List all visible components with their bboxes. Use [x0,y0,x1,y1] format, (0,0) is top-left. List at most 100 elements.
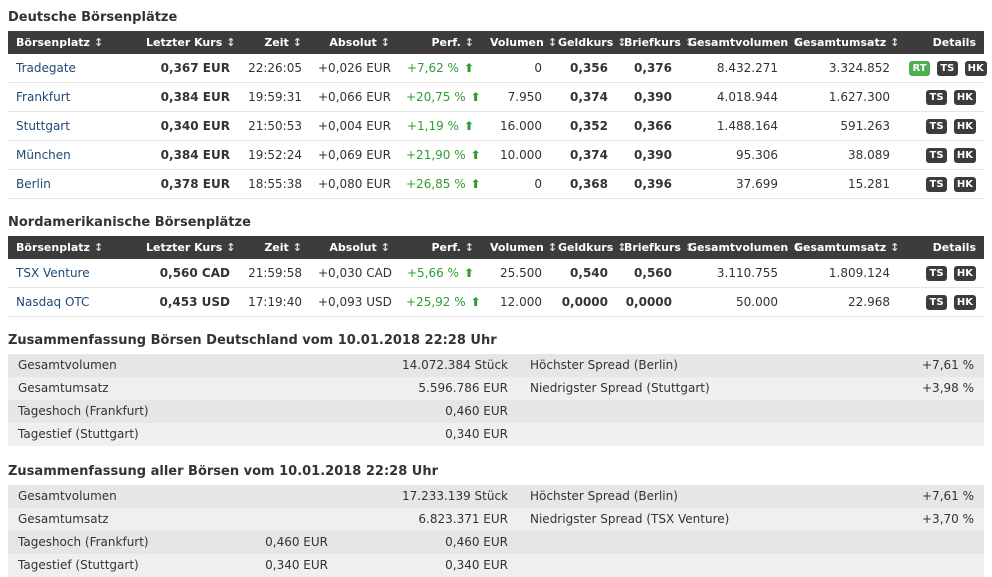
sort-icon[interactable]: ↕ [890,241,900,254]
performance-value: +20,75 % [406,90,466,104]
times-sales-badge[interactable]: TS [926,266,948,281]
summary-value: 6.823.371 EUR [418,512,508,526]
column-header-boersenplatz[interactable]: Börsenplatz ↕ [8,236,138,259]
exchange-link[interactable]: Berlin [16,177,51,191]
times-sales-badge[interactable]: TS [926,148,948,163]
column-header-gesamtumsatz[interactable]: Gesamtumsatz ↕ [786,31,900,54]
bid-cell: 0,374 [550,140,616,170]
column-header-gesamtumsatz[interactable]: Gesamtumsatz ↕ [786,236,900,259]
sort-icon[interactable]: ↕ [380,36,390,49]
realtime-badge[interactable]: RT [909,61,930,76]
total-turnover-cell: 22.968 [786,287,898,317]
total-turnover-cell: 1.809.124 [786,259,898,288]
exchange-link[interactable]: Frankfurt [16,90,71,104]
volume-cell: 12.000 [482,287,550,317]
performance-value: +7,62 % [406,61,459,75]
exchange-link[interactable]: München [16,148,71,162]
exchange-link[interactable]: Stuttgart [16,119,70,133]
volume-cell: 16.000 [482,111,550,141]
up-arrow-icon: ⬆ [470,177,481,191]
historical-quotes-badge[interactable]: HK [964,61,987,76]
sort-icon[interactable]: ↕ [617,241,627,254]
ask-cell: 0,376 [616,54,680,83]
column-header-zeit[interactable]: Zeit ↕ [238,236,310,259]
times-sales-badge[interactable]: TS [926,295,948,310]
sort-icon[interactable]: ↕ [617,36,627,49]
column-header-volumen[interactable]: Volumen ↕ [482,236,557,259]
time-cell: 17:19:40 [238,287,310,317]
sort-icon[interactable]: ↕ [93,241,104,254]
column-header-perf[interactable]: Perf. ↕ [398,236,482,259]
historical-quotes-badge[interactable]: HK [953,148,976,163]
details-cell: TS HK [898,140,984,170]
performance-value: +25,92 % [406,295,466,309]
volume-cell: 25.500 [482,259,550,288]
times-sales-badge[interactable]: TS [926,119,948,134]
header-row: Börsenplatz ↕ Letzter Kurs ↕ Zeit ↕ Absolut… [8,31,984,54]
column-label: Gesamtumsatz [794,241,887,254]
exchange-link[interactable]: TSX Venture [16,266,90,280]
summary-label: Tageshoch (Frankfurt) [18,404,149,418]
sort-icon[interactable]: ↕ [890,36,900,49]
times-sales-badge[interactable]: TS [926,177,948,192]
sort-icon[interactable]: ↕ [547,36,558,49]
column-header-briefkurs[interactable]: Briefkurs↕ [616,236,694,259]
exchange-link[interactable]: Tradegate [16,61,76,75]
exchange-link[interactable]: Nasdaq OTC [16,295,90,309]
times-sales-badge[interactable]: TS [936,61,958,76]
column-header-geldkurs[interactable]: Geldkurs ↕ [550,236,626,259]
sort-icon[interactable]: ↕ [292,36,302,49]
sort-icon[interactable]: ↕ [464,241,474,254]
column-header-zeit[interactable]: Zeit ↕ [238,31,310,54]
summary-value: 17.233.139 Stück [402,489,508,503]
total-volume-cell: 3.110.755 [680,259,786,288]
sort-icon[interactable]: ↕ [464,36,474,49]
last-price-cell: 0,367 EUR [138,54,238,83]
column-header-absolut[interactable]: Absolut ↕ [310,236,398,259]
last-price-cell: 0,384 EUR [138,140,238,170]
performance-cell: +21,90 % ⬆ [398,140,482,170]
ask-cell: 0,0000 [616,287,680,317]
bid-cell: 0,356 [550,54,616,83]
column-label: Perf. [431,241,461,254]
performance-cell: +20,75 % ⬆ [398,82,482,112]
historical-quotes-badge[interactable]: HK [953,177,976,192]
exchange-row-muenchen: München 0,384 EUR 19:52:24 +0,069 EUR +2… [8,140,984,170]
total-volume-cell: 37.699 [680,169,786,199]
summary-table: Gesamtvolumen 14.072.384 Stück Höchster … [8,354,984,446]
column-header-absolut[interactable]: Absolut ↕ [310,31,398,54]
summary-title: Zusammenfassung aller Börsen vom 10.01.2… [8,464,438,479]
sort-icon[interactable]: ↕ [226,241,236,254]
sort-icon[interactable]: ↕ [226,36,236,49]
historical-quotes-badge[interactable]: HK [953,119,976,134]
summary-row: Gesamtvolumen 17.233.139 Stück Höchster … [8,485,984,508]
column-label: Briefkurs [624,241,681,254]
historical-quotes-badge[interactable]: HK [953,266,976,281]
sort-icon[interactable]: ↕ [547,241,558,254]
sort-icon[interactable]: ↕ [93,36,104,49]
column-header-boersenplatz[interactable]: Börsenplatz ↕ [8,31,138,54]
column-label: Zeit [264,36,289,49]
sort-icon[interactable]: ↕ [380,241,390,254]
summary-all-exchanges: Zusammenfassung aller Börsen vom 10.01.2… [8,464,984,577]
summary-row: Gesamtumsatz 6.823.371 EUR Niedrigster S… [8,508,984,531]
column-header-gesamtvolumen[interactable]: Gesamtvolumen↕ [680,31,801,54]
column-header-briefkurs[interactable]: Briefkurs↕ [616,31,694,54]
historical-quotes-badge[interactable]: HK [953,295,976,310]
column-header-geldkurs[interactable]: Geldkurs ↕ [550,31,626,54]
volume-cell: 7.950 [482,82,550,112]
column-header-volumen[interactable]: Volumen ↕ [482,31,557,54]
column-header-gesamtvolumen[interactable]: Gesamtvolumen↕ [680,236,801,259]
summary-value: 14.072.384 Stück [402,358,508,372]
performance-cell: +7,62 % ⬆ [398,54,482,83]
bid-cell: 0,0000 [550,287,616,317]
column-header-letzter-kurs[interactable]: Letzter Kurs ↕ [138,31,238,54]
summary-row: Tageshoch (Frankfurt) 0,460 EUR 0,460 EU… [8,531,984,554]
column-header-letzter-kurs[interactable]: Letzter Kurs ↕ [138,236,238,259]
sort-icon[interactable]: ↕ [292,241,302,254]
column-header-perf[interactable]: Perf. ↕ [398,31,482,54]
summary-label: Gesamtvolumen [18,489,117,503]
historical-quotes-badge[interactable]: HK [953,90,976,105]
times-sales-badge[interactable]: TS [926,90,948,105]
column-label: Perf. [431,36,461,49]
